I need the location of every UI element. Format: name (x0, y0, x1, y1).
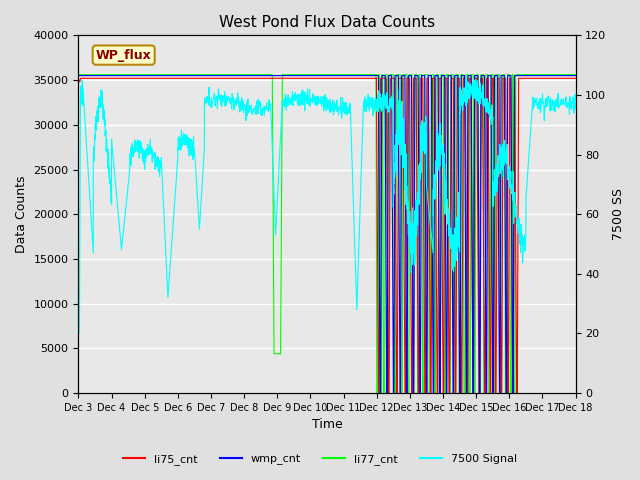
Legend: li75_cnt, wmp_cnt, li77_cnt, 7500 Signal: li75_cnt, wmp_cnt, li77_cnt, 7500 Signal (118, 450, 522, 469)
Y-axis label: Data Counts: Data Counts (15, 176, 28, 253)
Title: West Pond Flux Data Counts: West Pond Flux Data Counts (219, 15, 435, 30)
Text: WP_flux: WP_flux (96, 48, 152, 61)
X-axis label: Time: Time (312, 419, 342, 432)
Y-axis label: 7500 SS: 7500 SS (612, 188, 625, 240)
